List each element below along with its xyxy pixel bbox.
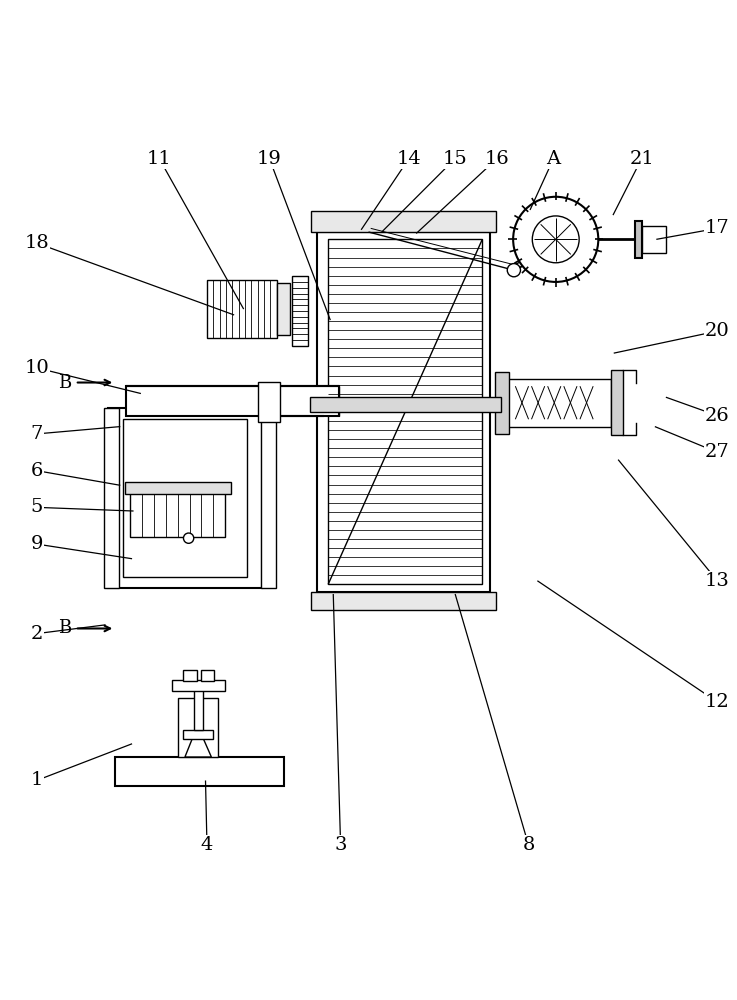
Bar: [184, 670, 197, 681]
Bar: [262, 408, 276, 588]
Bar: [108, 408, 262, 588]
Bar: [276, 283, 290, 335]
Bar: [635, 221, 643, 258]
Text: 9: 9: [30, 535, 43, 553]
Text: 12: 12: [705, 693, 730, 711]
Bar: [311, 211, 495, 232]
Polygon shape: [185, 739, 212, 757]
Text: 7: 7: [30, 425, 43, 443]
Text: 11: 11: [147, 150, 172, 168]
Bar: [317, 232, 489, 592]
Text: 21: 21: [629, 150, 654, 168]
Text: 3: 3: [335, 836, 347, 854]
Text: 19: 19: [257, 150, 282, 168]
Bar: [508, 379, 611, 427]
Text: B: B: [58, 619, 71, 637]
Bar: [201, 670, 214, 681]
Text: 4: 4: [200, 836, 213, 854]
Bar: [172, 680, 226, 691]
Bar: [292, 276, 308, 346]
Text: 20: 20: [705, 322, 730, 340]
Bar: [115, 757, 284, 786]
Text: 15: 15: [443, 150, 467, 168]
Text: 18: 18: [24, 234, 49, 252]
Bar: [126, 386, 339, 416]
Text: 5: 5: [30, 498, 43, 516]
Text: 1: 1: [30, 771, 43, 789]
Text: 27: 27: [705, 443, 730, 461]
Text: 17: 17: [705, 219, 730, 237]
Text: A: A: [546, 150, 561, 168]
Circle shape: [184, 533, 194, 543]
Text: 26: 26: [705, 407, 730, 425]
Bar: [194, 689, 203, 730]
Bar: [178, 698, 218, 757]
Text: 2: 2: [30, 625, 43, 643]
Bar: [207, 280, 276, 338]
Bar: [184, 730, 213, 739]
Bar: [328, 239, 482, 584]
Circle shape: [507, 264, 520, 277]
Text: 10: 10: [24, 359, 49, 377]
Text: 6: 6: [30, 462, 43, 480]
Bar: [104, 408, 119, 588]
Bar: [495, 372, 509, 434]
Bar: [130, 493, 226, 537]
Circle shape: [513, 197, 598, 282]
Text: 13: 13: [705, 572, 730, 590]
Bar: [643, 226, 666, 253]
Bar: [310, 397, 500, 412]
Text: 14: 14: [397, 150, 422, 168]
Text: 16: 16: [485, 150, 509, 168]
Text: 8: 8: [523, 836, 535, 854]
Bar: [311, 592, 495, 610]
Circle shape: [532, 216, 579, 263]
Bar: [259, 382, 280, 422]
Bar: [125, 482, 231, 494]
Bar: [611, 370, 623, 435]
Bar: [122, 419, 248, 577]
Text: B: B: [58, 374, 71, 392]
